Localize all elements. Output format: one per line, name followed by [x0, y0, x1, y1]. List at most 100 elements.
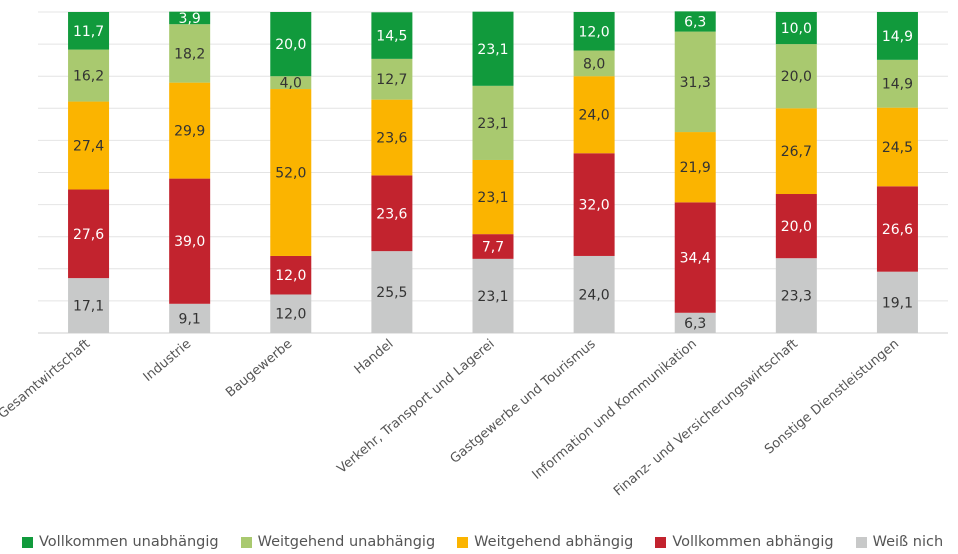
stacked-bar-chart: 17,1 27,6 27,4 16,2 11,7 Gesamtwirtschaft 9,1 3…	[0, 11, 948, 500]
bar-segment	[472, 85, 514, 160]
data-label: 17,1	[73, 299, 104, 315]
bar-segment	[775, 258, 817, 333]
bar-segment	[674, 31, 716, 133]
data-label: 14,5	[376, 29, 407, 45]
x-tick-label: Gesamtwirtschaft	[0, 337, 93, 422]
bar-segment	[169, 303, 211, 333]
legend-swatch	[855, 536, 867, 548]
bar-segment	[876, 12, 918, 60]
bar-segment	[674, 312, 716, 333]
data-label: 7,7	[482, 239, 504, 255]
legend-item-weitgehend-unabhaengig: Weitgehend unabhängig	[240, 534, 436, 550]
legend-label: Weiß nich	[872, 534, 944, 550]
x-tick-label: Handel	[352, 337, 397, 378]
bar-segment	[169, 11, 211, 25]
data-label: 24,5	[882, 140, 913, 156]
data-label: 6,3	[684, 14, 706, 30]
x-tick-label: Industrie	[141, 337, 195, 385]
bar-segment	[472, 258, 514, 333]
bar-segment	[371, 58, 413, 100]
x-tick-label: Verkehr, Transport und Lagerei	[335, 337, 498, 477]
data-label: 19,1	[882, 295, 913, 311]
bar-segment	[775, 108, 817, 195]
data-label: 20,0	[781, 69, 812, 85]
legend-label: Weitgehend abhängig	[474, 534, 634, 550]
data-label: 27,6	[73, 227, 104, 243]
data-label: 12,0	[275, 268, 306, 284]
data-label: 26,7	[781, 144, 812, 160]
legend-swatch	[240, 536, 252, 548]
data-label: 3,9	[179, 11, 201, 27]
legend-label: Weitgehend unabhängig	[257, 534, 436, 550]
data-label: 4,0	[280, 76, 302, 92]
bar-segment	[674, 202, 716, 313]
bar-segment	[270, 255, 312, 295]
bar-segment	[371, 12, 413, 59]
data-label: 16,2	[73, 69, 104, 85]
bar-segment	[876, 186, 918, 272]
data-label: 8,0	[583, 56, 605, 72]
data-label: 23,3	[781, 289, 812, 305]
data-label: 25,5	[376, 285, 407, 301]
data-label: 27,4	[73, 139, 104, 155]
x-tick-label: Information und Kommunikation	[530, 337, 700, 483]
data-label: 39,0	[174, 234, 205, 250]
legend-swatch	[655, 536, 667, 548]
data-label: 23,1	[477, 42, 508, 58]
bar-segment	[876, 107, 918, 187]
bar-segment	[68, 189, 110, 279]
bar-segment	[573, 76, 615, 154]
bar-segment	[674, 132, 716, 203]
bar-segment	[169, 178, 211, 304]
bar-segment	[371, 99, 413, 176]
bar-segment	[371, 251, 413, 333]
data-label: 6,3	[684, 316, 706, 332]
data-label: 20,0	[781, 219, 812, 235]
data-label: 9,1	[179, 311, 201, 327]
legend-swatch	[22, 536, 33, 548]
data-label: 12,0	[579, 24, 610, 40]
bar-segment	[68, 278, 110, 333]
data-label: 11,7	[73, 24, 104, 40]
data-label: 29,9	[174, 124, 205, 140]
data-label: 24,0	[579, 287, 610, 303]
x-tick-label: Baugewerbe	[223, 337, 295, 401]
data-label: 14,9	[882, 29, 913, 45]
data-label: 32,0	[579, 198, 610, 214]
data-label: 23,1	[477, 289, 508, 305]
legend-item-vollkommen-unabhaengig: Vollkommen unabhängig	[22, 534, 219, 550]
bar-segment	[573, 255, 615, 333]
bar-segment	[270, 89, 312, 256]
bar-segment	[674, 11, 716, 32]
data-label: 12,0	[275, 307, 306, 323]
data-label: 52,0	[275, 166, 306, 182]
legend-swatch	[457, 536, 469, 548]
data-label: 23,6	[376, 131, 407, 147]
data-label: 23,6	[376, 206, 407, 222]
bar-segment	[472, 159, 514, 235]
bar-segment	[169, 24, 211, 83]
data-label: 10,0	[781, 21, 812, 37]
data-label: 23,1	[477, 116, 508, 132]
legend-item-vollkommen-abhaengig: Vollkommen abhängig	[655, 534, 834, 550]
bar-segment	[876, 59, 918, 108]
legend-item-weiss-nicht: Weiß nich	[855, 534, 944, 550]
data-label: 14,9	[882, 77, 913, 93]
legend-label: Vollkommen abhängig	[672, 534, 834, 550]
data-label: 18,2	[174, 46, 205, 62]
bar-segment	[68, 12, 110, 50]
bar-segment	[371, 175, 413, 252]
bar-segment	[775, 44, 817, 109]
data-label: 12,7	[376, 72, 407, 88]
bar-segment	[472, 11, 514, 86]
data-label: 34,4	[680, 251, 711, 267]
data-label: 21,9	[680, 160, 711, 176]
data-label: 26,6	[882, 222, 913, 238]
bar-segment	[573, 50, 615, 77]
bar-segment	[775, 194, 817, 259]
bar-segment	[573, 12, 615, 51]
bar-segment	[68, 101, 110, 190]
x-tick-label: Finanz- und Versicherungswirtschaft	[611, 337, 801, 500]
legend-label: Vollkommen unabhängig	[39, 534, 219, 550]
chart-legend: Vollkommen unabhängig Weitgehend unabhän…	[0, 530, 958, 554]
